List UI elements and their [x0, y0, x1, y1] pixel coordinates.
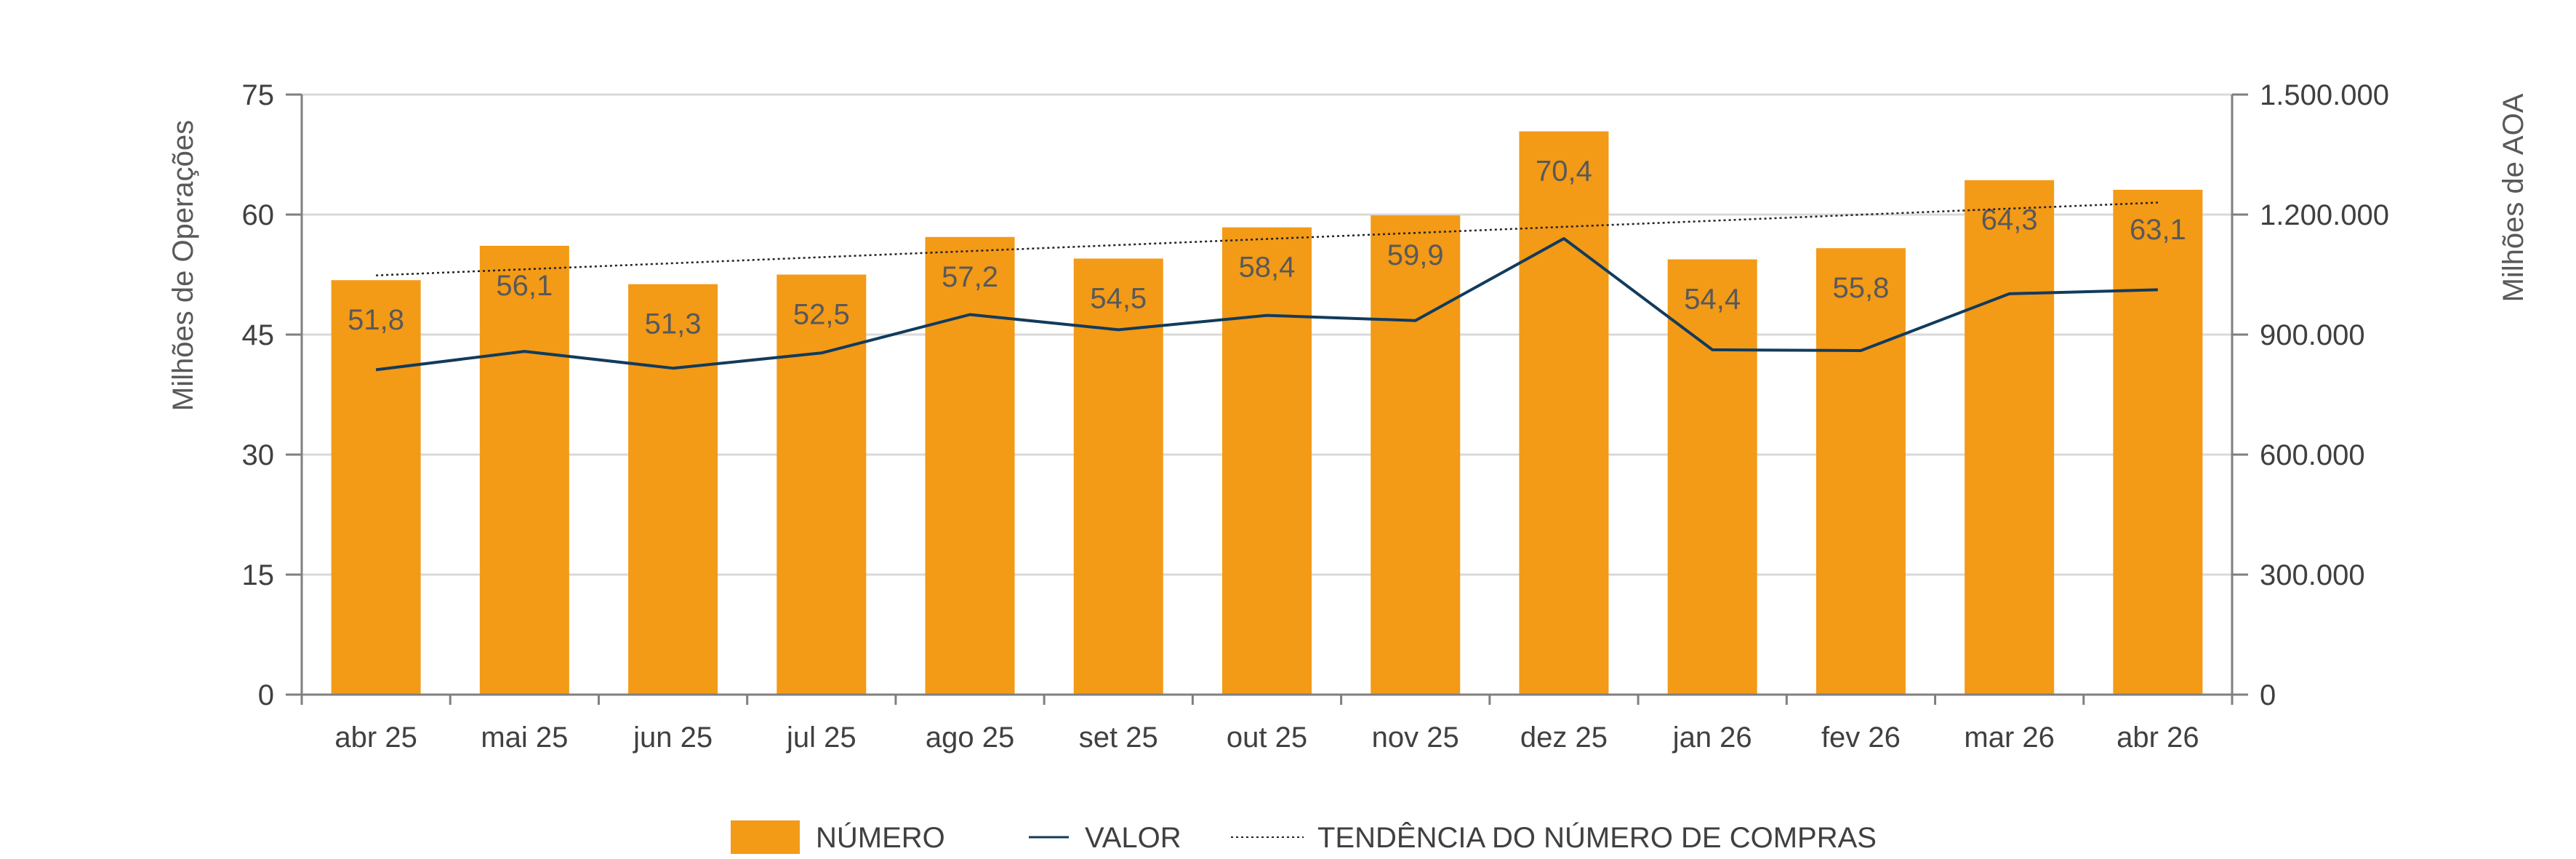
axes-group [300, 95, 2234, 696]
right-tick-label: 1.200.000 [2260, 199, 2389, 231]
left-tick-label: 75 [242, 79, 275, 111]
bar-labels-group: 51,8 56,1 51,3 52,5 57,2 54,5 58,4 59,9 70,4 54,4… [348, 156, 2186, 340]
x-tick-label: abr 26 [2116, 722, 2199, 754]
bar-value-label: 51,8 [348, 304, 404, 336]
left-tick-label: 0 [258, 679, 274, 711]
x-tick-label: abr 25 [334, 722, 417, 754]
x-tick-label: out 25 [1227, 722, 1307, 754]
left-axis-title: Milhões de Operações [167, 120, 199, 411]
left-tick-label: 15 [242, 559, 275, 591]
right-axis-title: Milhões de AOA [2497, 93, 2529, 302]
left-tick-label: 45 [242, 319, 275, 351]
bar-value-label: 63,1 [2130, 214, 2186, 246]
bar-mar-26 [1965, 180, 2055, 695]
left-tick-label: 60 [242, 199, 275, 231]
bar-mai-25 [479, 245, 569, 695]
bar-value-label: 54,5 [1090, 283, 1147, 315]
bar-dez-25 [1519, 131, 1609, 695]
x-tick-label: nov 25 [1372, 722, 1459, 754]
bar-abr-26 [2113, 189, 2203, 695]
left-axis-ticks: 0 15 30 45 60 75 [242, 79, 302, 711]
legend-label-tendencia: TENDÊNCIA DO NÚMERO DE COMPRAS [1317, 821, 1877, 854]
x-tick-label: ago 25 [926, 722, 1014, 754]
valor-line-group [375, 237, 2158, 372]
bar-value-label: 55,8 [1832, 272, 1889, 304]
valor-line [375, 237, 2158, 372]
right-axis-ticks: 0 300.000 600.000 900.000 1.200.000 1.500.000 [2232, 79, 2389, 711]
x-tick-label: jul 25 [786, 722, 856, 754]
x-tick-label: jan 26 [1672, 722, 1752, 754]
bar-value-label: 58,4 [1239, 252, 1296, 284]
bar-value-label: 52,5 [793, 299, 850, 331]
right-tick-label: 300.000 [2260, 559, 2365, 591]
x-tick-label: fev 26 [1821, 722, 1901, 754]
trend-line [376, 201, 2158, 276]
bar-out-25 [1222, 227, 1312, 695]
trend-line-group [376, 201, 2158, 276]
bar-jul-25 [777, 274, 867, 695]
x-tick-label: mar 26 [1964, 722, 2055, 754]
x-tick-label: dez 25 [1520, 722, 1608, 754]
legend: NÚMERO VALOR TENDÊNCIA DO NÚMERO DE COMP… [731, 820, 1877, 854]
x-axis-ticks: abr 25 mai 25 jun 25 jul 25 ago 25 set 25 out … [300, 695, 2234, 754]
bar-ago-25 [925, 236, 1015, 695]
bar-set-25 [1073, 258, 1163, 695]
bar-nov-25 [1371, 215, 1461, 695]
bar-value-label: 59,9 [1387, 239, 1444, 271]
bar-jan-26 [1667, 259, 1757, 695]
x-tick-label: jun 25 [633, 722, 713, 754]
x-tick-label: mai 25 [481, 722, 568, 754]
x-tick-label: set 25 [1079, 722, 1158, 754]
legend-swatch-numero [731, 820, 800, 854]
right-tick-label: 900.000 [2260, 319, 2365, 351]
bar-jun-25 [628, 284, 718, 695]
bar-value-label: 54,4 [1684, 284, 1741, 316]
left-tick-label: 30 [242, 439, 275, 471]
bar-fev-26 [1815, 248, 1906, 695]
bar-value-label: 56,1 [496, 270, 553, 302]
bars-group [331, 131, 2203, 695]
right-tick-label: 1.500.000 [2260, 79, 2389, 111]
legend-label-numero: NÚMERO [816, 821, 945, 854]
right-tick-label: 0 [2260, 679, 2276, 711]
legend-label-valor: VALOR [1085, 822, 1181, 854]
bar-value-label: 70,4 [1536, 156, 1592, 188]
bar-abr-25 [331, 280, 421, 695]
right-tick-label: 600.000 [2260, 439, 2365, 471]
bar-value-label: 51,3 [645, 308, 702, 340]
bar-value-label: 57,2 [942, 261, 998, 293]
